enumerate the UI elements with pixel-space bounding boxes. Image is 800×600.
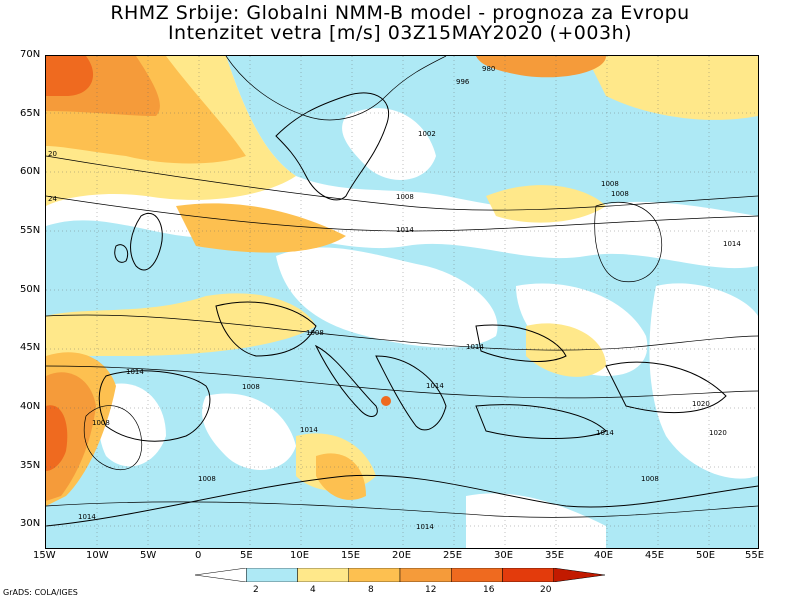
isobar-label: 1014 [723,240,741,248]
colorbar-label: 2 [253,585,259,595]
x-tick-label: 0 [195,550,202,561]
y-tick-label: 40N [20,401,41,412]
map-title-line2: Intenzitet vetra [m/s] 03Z15MAY2020 (+00… [167,22,633,44]
colorbar-segments [195,568,605,582]
colorbar-segment [195,568,247,582]
y-tick-label: 65N [20,108,41,119]
x-tick-label: 15W [33,550,56,561]
isobar-label: 1014 [596,429,614,437]
isobars [46,56,758,518]
y-tick-label: 50N [20,284,41,295]
y-tick-label: 70N [20,49,41,60]
isobar-label: 1014 [396,226,414,234]
isobar-label: 1014 [416,523,434,531]
credit-text: GrADS: COLA/IGES [3,588,78,597]
isobar-label: 1020 [692,400,710,408]
colorbar-label: 20 [540,585,552,595]
y-tick-label: 55N [20,225,41,236]
isobar-label: 1008 [641,475,659,483]
isobar-label: 1014 [78,513,96,521]
x-tick-label: 55E [745,550,765,561]
colorbar-label: 12 [425,585,437,595]
x-tick-label: 45E [645,550,665,561]
x-tick-label: 5E [240,550,253,561]
isobar-label: 1008 [601,180,619,188]
coastlines [46,92,758,527]
isobar-label: 1020 [709,429,727,437]
map-title-line1: RHMZ Srbije: Globalni NMM-B model - prog… [110,2,690,24]
wind-map: 996 980 1002 20 24 1008 1008 1008 1014 1… [45,55,759,549]
y-tick-label: 45N [20,342,41,353]
isobar-label: 1008 [92,419,110,427]
x-tick-label: 10E [290,550,310,561]
x-tick-label: 15E [341,550,361,561]
isobar-label: 1008 [242,383,260,391]
wind-below-2-areas [98,108,758,548]
x-tick-label: 10W [86,550,109,561]
isobar-label: 1008 [396,193,414,201]
colorbar-label: 16 [483,585,495,595]
isobar-label: 1002 [418,130,436,138]
x-tick-label: 30E [494,550,514,561]
isobar-label: 24 [48,195,57,203]
isobar-label: 20 [48,150,57,158]
colorbar-segment [297,568,349,582]
isobar-label: 1014 [300,426,318,434]
isobar-label: 1008 [611,190,629,198]
colorbar-segment [399,568,452,582]
x-tick-label: 5W [140,550,157,561]
isobar-label: 980 [482,65,495,73]
y-tick-label: 60N [20,166,41,177]
colorbar-segment [348,568,401,582]
isobar-label: 1014 [126,368,144,376]
colorbar-label: 4 [310,585,316,595]
wind-16-20-areas [46,56,391,471]
isobar-labels: 996 980 1002 20 24 1008 1008 1008 1014 1… [48,65,741,531]
colorbar [195,568,605,582]
isobar-label: 1014 [466,343,484,351]
map-svg: 996 980 1002 20 24 1008 1008 1008 1014 1… [46,56,758,548]
isobar-label: 1008 [198,475,216,483]
y-tick-label: 35N [20,460,41,471]
x-tick-label: 35E [545,550,565,561]
isobar-label: 1014 [426,382,444,390]
x-tick-label: 50E [696,550,716,561]
colorbar-segment [553,568,605,582]
colorbar-segment [502,568,554,582]
isobar-label: 996 [456,78,470,86]
colorbar-segment [246,568,298,582]
colorbar-label: 8 [368,585,374,595]
graticule [46,56,758,548]
x-tick-label: 20E [392,550,412,561]
colorbar-segment [451,568,503,582]
x-tick-label: 40E [594,550,614,561]
isobar-label: 1008 [306,329,324,337]
x-tick-label: 25E [443,550,463,561]
y-tick-label: 30N [20,518,41,529]
